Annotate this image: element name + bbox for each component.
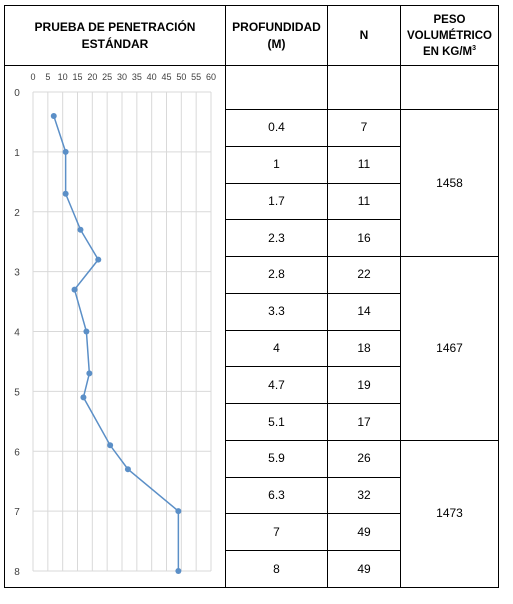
n-cell: 17 xyxy=(357,414,371,429)
y-tick-label: 2 xyxy=(14,208,20,219)
n-cell: 11 xyxy=(357,157,371,172)
header-depth-line2: (M) xyxy=(267,36,286,51)
x-tick-label: 0 xyxy=(30,72,35,82)
x-tick-label: 5 xyxy=(45,72,50,82)
depth-cell: 5.9 xyxy=(268,451,285,466)
depth-cell: 5.1 xyxy=(268,414,285,429)
x-tick-label: 35 xyxy=(132,72,142,82)
data-point xyxy=(62,190,69,197)
header-weight-line2: VOLUMÉTRICO xyxy=(407,29,492,42)
x-tick-label: 10 xyxy=(58,72,68,82)
data-point xyxy=(50,112,57,119)
weight-cell: 1458 xyxy=(436,175,463,190)
n-cell: 49 xyxy=(357,561,371,576)
header-weight-line1: PESO xyxy=(433,13,466,26)
x-tick-label: 30 xyxy=(117,72,127,82)
weight-cell: 1473 xyxy=(436,506,463,521)
x-tick-label: 50 xyxy=(176,72,186,82)
y-tick-label: 8 xyxy=(14,567,20,578)
n-cell: 16 xyxy=(357,230,371,245)
weight-cell: 1467 xyxy=(436,340,463,355)
depth-cell: 0.4 xyxy=(268,120,285,135)
header-n: N xyxy=(328,6,400,65)
data-point xyxy=(77,226,84,233)
depth-cell: 2.8 xyxy=(268,267,285,282)
n-cell: 7 xyxy=(360,120,368,135)
y-tick-label: 3 xyxy=(14,268,20,279)
depth-cell: 3.3 xyxy=(268,304,285,319)
header-depth-line1: PROFUNDIDAD xyxy=(232,19,321,34)
n-cell: 18 xyxy=(357,340,371,355)
x-tick-label: 60 xyxy=(206,72,216,82)
n-cell: 22 xyxy=(357,267,371,282)
depth-cell: 6.3 xyxy=(268,488,285,503)
x-tick-label: 20 xyxy=(87,72,97,82)
x-tick-label: 45 xyxy=(161,72,171,82)
x-tick-label: 40 xyxy=(147,72,157,82)
y-tick-label: 6 xyxy=(14,447,20,458)
depth-cell: 7 xyxy=(273,524,280,539)
x-tick-label: 55 xyxy=(191,72,201,82)
data-point xyxy=(175,568,182,574)
header-test-label: PRUEBA DE PENETRACIÓN ESTÁNDAR xyxy=(34,19,196,51)
y-tick-label: 0 xyxy=(14,88,20,99)
header-weight-line3: EN KG/M3 xyxy=(422,44,477,58)
data-point xyxy=(80,394,87,401)
data-point xyxy=(107,442,114,449)
header-test: PRUEBA DE PENETRACIÓN ESTÁNDAR xyxy=(5,6,225,65)
depth-cell: 4.7 xyxy=(268,377,285,392)
x-tick-label: 15 xyxy=(72,72,82,82)
data-point xyxy=(83,328,90,335)
data-point xyxy=(71,286,78,293)
depth-cell: 1.7 xyxy=(268,193,285,208)
n-cell: 19 xyxy=(357,377,371,392)
n-cell: 11 xyxy=(357,193,371,208)
depth-cell: 4 xyxy=(273,340,280,355)
data-point xyxy=(86,370,93,377)
data-point xyxy=(124,466,131,473)
y-tick-label: 5 xyxy=(14,387,20,398)
data-point xyxy=(175,508,182,515)
n-cell: 14 xyxy=(357,304,371,319)
depth-cell: 8 xyxy=(273,561,280,576)
y-tick-label: 7 xyxy=(14,507,20,518)
data-point xyxy=(62,148,69,155)
header-weight: PESO VOLUMÉTRICO EN KG/M3 xyxy=(401,6,498,65)
n-cell: 26 xyxy=(357,451,371,466)
header-depth: PROFUNDIDAD (M) xyxy=(226,6,327,65)
series-line xyxy=(53,115,180,571)
n-cell: 32 xyxy=(357,488,371,503)
data-point xyxy=(95,256,102,263)
header-n-label: N xyxy=(359,28,369,42)
y-tick-label: 1 xyxy=(14,148,20,159)
depth-cell: 2.3 xyxy=(268,230,285,245)
depth-cell: 1 xyxy=(273,157,280,172)
x-tick-label: 25 xyxy=(102,72,112,82)
y-tick-label: 4 xyxy=(14,328,20,339)
n-cell: 49 xyxy=(357,524,371,539)
